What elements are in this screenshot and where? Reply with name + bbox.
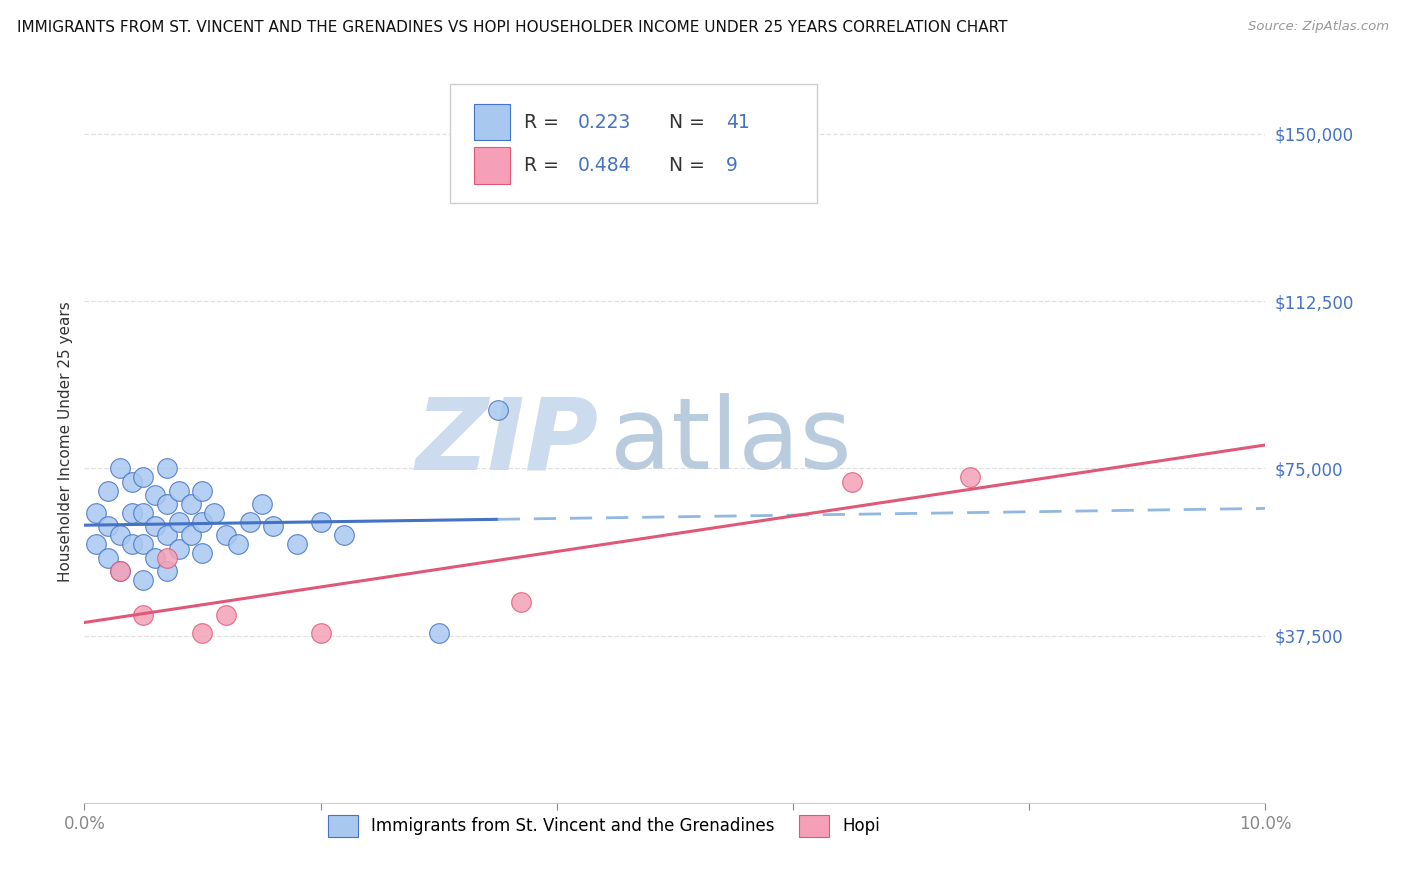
- Point: [191, 546, 214, 560]
- Point: [132, 470, 155, 484]
- Point: [108, 528, 131, 542]
- Bar: [474, 147, 509, 184]
- Point: [239, 515, 262, 529]
- Point: [143, 519, 166, 533]
- Point: [156, 550, 179, 565]
- Point: [156, 461, 179, 475]
- Text: 0.484: 0.484: [578, 156, 631, 175]
- Y-axis label: Householder Income Under 25 years: Householder Income Under 25 years: [58, 301, 73, 582]
- Point: [486, 403, 509, 417]
- Text: 9: 9: [725, 156, 738, 175]
- Point: [84, 537, 107, 551]
- Point: [841, 475, 863, 489]
- Point: [121, 537, 143, 551]
- Point: [262, 519, 284, 533]
- Point: [108, 461, 131, 475]
- Point: [167, 541, 190, 556]
- Bar: [474, 104, 509, 140]
- Text: N =: N =: [669, 112, 711, 132]
- Point: [285, 537, 308, 551]
- Point: [226, 537, 249, 551]
- Point: [84, 506, 107, 520]
- Point: [156, 497, 179, 511]
- Point: [959, 470, 981, 484]
- Point: [132, 506, 155, 520]
- Point: [215, 608, 238, 623]
- Point: [202, 506, 225, 520]
- Text: ZIP: ZIP: [415, 393, 598, 490]
- Point: [108, 564, 131, 578]
- Text: R =: R =: [523, 112, 565, 132]
- Point: [215, 528, 238, 542]
- Text: 41: 41: [725, 112, 749, 132]
- Point: [132, 573, 155, 587]
- Point: [180, 497, 202, 511]
- Point: [143, 550, 166, 565]
- Point: [309, 626, 332, 640]
- Point: [97, 483, 120, 498]
- Point: [427, 626, 450, 640]
- Point: [180, 528, 202, 542]
- Point: [121, 506, 143, 520]
- Point: [108, 564, 131, 578]
- Point: [333, 528, 356, 542]
- Legend: Immigrants from St. Vincent and the Grenadines, Hopi: Immigrants from St. Vincent and the Gren…: [319, 807, 889, 845]
- Point: [132, 608, 155, 623]
- FancyBboxPatch shape: [450, 84, 817, 203]
- Point: [309, 515, 332, 529]
- Point: [97, 519, 120, 533]
- Point: [97, 550, 120, 565]
- Point: [250, 497, 273, 511]
- Text: IMMIGRANTS FROM ST. VINCENT AND THE GRENADINES VS HOPI HOUSEHOLDER INCOME UNDER : IMMIGRANTS FROM ST. VINCENT AND THE GREN…: [17, 20, 1007, 35]
- Text: atlas: atlas: [610, 393, 852, 490]
- Text: N =: N =: [669, 156, 711, 175]
- Point: [510, 595, 533, 609]
- Point: [143, 488, 166, 502]
- Point: [191, 483, 214, 498]
- Point: [167, 515, 190, 529]
- Point: [121, 475, 143, 489]
- Text: 0.223: 0.223: [578, 112, 631, 132]
- Text: Source: ZipAtlas.com: Source: ZipAtlas.com: [1249, 20, 1389, 33]
- Point: [156, 528, 179, 542]
- Text: R =: R =: [523, 156, 565, 175]
- Point: [156, 564, 179, 578]
- Point: [132, 537, 155, 551]
- Point: [191, 515, 214, 529]
- Point: [167, 483, 190, 498]
- Point: [191, 626, 214, 640]
